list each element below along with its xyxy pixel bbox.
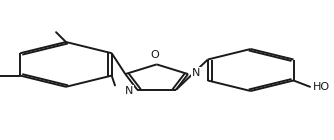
- Text: N: N: [192, 68, 200, 78]
- Text: O: O: [151, 50, 159, 60]
- Text: N: N: [125, 86, 133, 96]
- Text: HO: HO: [313, 82, 330, 92]
